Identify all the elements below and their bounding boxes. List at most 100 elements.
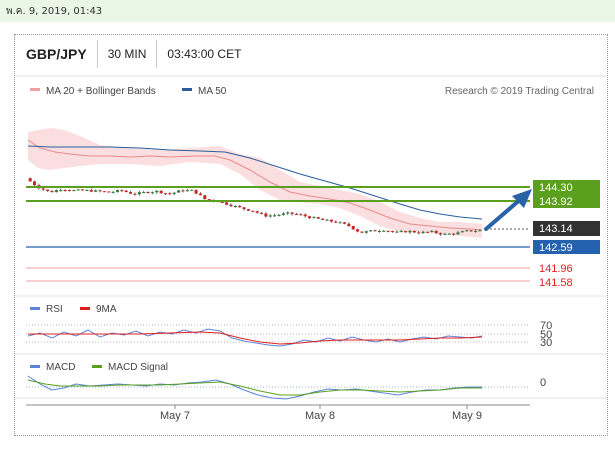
candle-body <box>50 191 54 193</box>
resistance-label-2: 143.92 <box>539 196 573 208</box>
candle-body <box>430 230 434 233</box>
candle-body <box>76 189 80 191</box>
rsi-ma-legend-swatch <box>80 307 90 310</box>
timeframe[interactable]: 30 MIN <box>96 40 158 68</box>
ma20-line <box>27 139 483 231</box>
candle-body <box>268 215 272 217</box>
rsi-ma-line <box>28 331 483 345</box>
candle-body <box>41 188 45 190</box>
candle-body <box>220 202 224 204</box>
candle-body <box>111 191 115 193</box>
candle-body <box>242 207 246 210</box>
candle-body <box>81 189 85 191</box>
candle-body <box>120 190 124 192</box>
candle-body <box>281 213 285 215</box>
support-label-3: 141.58 <box>539 277 573 289</box>
rsi-line <box>27 328 483 347</box>
candle-body <box>107 191 111 193</box>
candle-body <box>207 199 211 201</box>
candle-body <box>54 190 58 193</box>
timestamp: พ.ค. 9, 2019, 01:43 <box>6 6 103 17</box>
candle-body <box>277 214 281 216</box>
candle-body <box>59 189 63 191</box>
candle-body <box>155 190 159 193</box>
candle-body <box>439 233 443 235</box>
x-tick-label: May 8 <box>305 410 335 422</box>
candle-body <box>163 193 168 195</box>
candle-body <box>412 230 416 233</box>
macd-signal-line <box>27 379 482 396</box>
rsi-tick-50: 50 <box>540 329 552 341</box>
rsi-legend-swatch <box>30 307 40 310</box>
candle-body <box>447 233 451 235</box>
candle-body <box>390 231 395 233</box>
candle-body <box>329 219 333 222</box>
candle-body <box>67 190 71 192</box>
x-tick-label: May 7 <box>160 410 190 422</box>
candle-body <box>473 230 477 232</box>
candle-body <box>102 191 106 193</box>
candle-body <box>395 231 399 233</box>
ma50-legend-swatch <box>182 88 192 91</box>
support-label-1: 142.59 <box>539 242 573 254</box>
candle-body <box>377 231 381 233</box>
candle-body <box>465 230 469 232</box>
candle-body <box>185 190 189 192</box>
chart-header: GBP/JPY 30 MIN 03:43:00 CET <box>26 40 251 68</box>
candle-body <box>356 229 360 232</box>
support-label-2: 141.96 <box>539 263 573 275</box>
candle-body <box>351 226 355 230</box>
candle-body <box>338 222 342 224</box>
candle-body <box>456 232 460 235</box>
candle-body <box>316 217 320 219</box>
rsi-ma-legend-label: 9MA <box>96 304 117 315</box>
candle-body <box>177 190 181 193</box>
candle-body <box>286 212 290 214</box>
candle-body <box>33 181 37 186</box>
current-price-label: 143.14 <box>539 223 573 235</box>
candle-body <box>425 231 429 233</box>
candle-body <box>94 190 98 192</box>
candle-body <box>434 230 438 234</box>
candle-body <box>89 190 93 192</box>
currency-pair: GBP/JPY <box>26 46 87 62</box>
candle-body <box>238 205 242 208</box>
candle-body <box>325 219 329 221</box>
timestamp-bar: พ.ค. 9, 2019, 01:43 <box>0 0 615 22</box>
candle-body <box>233 205 237 207</box>
candle-body <box>308 216 312 219</box>
candle-body <box>150 192 154 194</box>
resistance-label-box <box>533 180 600 208</box>
candle-body <box>28 178 32 182</box>
candle-body <box>294 213 298 215</box>
forecast-arrow-shaft <box>484 196 524 231</box>
candle-body <box>159 190 163 194</box>
research-credit: Research © 2019 Trading Central <box>445 86 594 97</box>
candle-body <box>399 231 403 233</box>
current-price-box <box>533 221 600 236</box>
rsi-legend-label: RSI <box>46 304 63 315</box>
forecast-arrow-head <box>512 189 532 208</box>
candle-body <box>255 211 259 213</box>
candle-body <box>478 230 482 232</box>
candle-body <box>312 217 316 219</box>
candle-body <box>290 212 294 214</box>
candle-body <box>260 212 264 214</box>
candle-body <box>146 191 150 194</box>
support-label-box <box>533 240 600 254</box>
candle-body <box>98 190 102 192</box>
candle-body <box>142 191 146 193</box>
bollinger-band-area <box>28 128 482 238</box>
candle-body <box>251 210 255 212</box>
candle-body <box>404 231 408 233</box>
candle-body <box>264 213 268 217</box>
candle-body <box>386 230 390 232</box>
ma20-legend-label: MA 20 + Bollinger Bands <box>46 86 156 97</box>
candle-body <box>334 221 338 223</box>
candle-body <box>85 190 89 192</box>
candle-body <box>225 202 229 205</box>
candle-body <box>190 189 194 191</box>
candle-body <box>137 192 141 195</box>
candle-body <box>299 214 303 216</box>
